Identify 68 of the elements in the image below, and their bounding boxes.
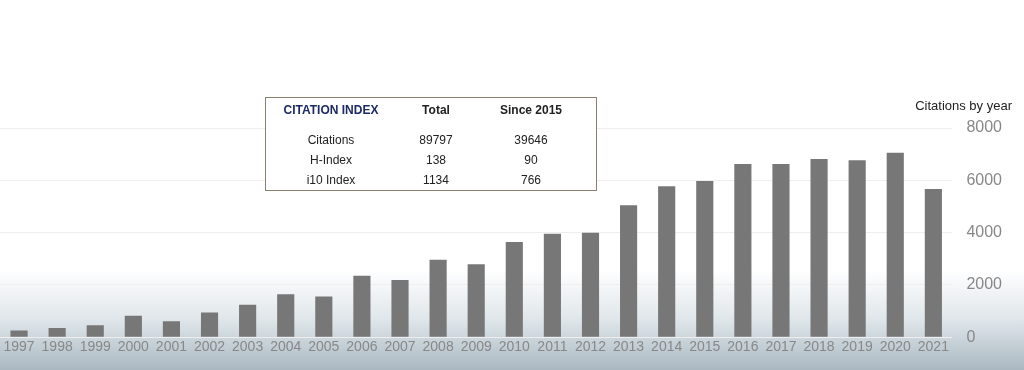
x-tick-label: 2014	[651, 338, 683, 355]
x-tick-label: 2001	[155, 338, 188, 355]
bar	[658, 186, 676, 337]
text: CITATION INDEX	[283, 103, 379, 117]
bar	[696, 181, 714, 337]
annotation: 766	[520, 172, 542, 189]
bar	[810, 159, 828, 337]
bar	[124, 315, 142, 337]
bar	[620, 205, 638, 337]
x-tick-label: 2002	[193, 338, 226, 355]
bar	[239, 304, 257, 337]
annotation: 39646	[513, 132, 549, 149]
text: Total	[422, 103, 450, 117]
annotation: H-Index	[309, 152, 353, 169]
x-tick-label: 2011	[537, 338, 568, 355]
bar	[886, 152, 904, 337]
x-tick-label: 2016	[727, 338, 759, 355]
x-tick-label: 2000	[117, 338, 150, 355]
bar	[581, 232, 600, 337]
bar	[86, 325, 104, 337]
x-tick-label: 2012	[574, 338, 607, 355]
text: Since 2015	[499, 103, 563, 117]
x-tick-label: 2007	[384, 338, 416, 355]
y-tick-label: 2000	[966, 275, 1003, 293]
x-tick-label: 2005	[308, 338, 340, 355]
bar	[48, 328, 66, 337]
x-tick-label: 2017	[765, 338, 797, 355]
bar	[162, 321, 181, 337]
x-tick-label: 2008	[422, 338, 454, 355]
bar	[505, 242, 523, 337]
bar	[277, 294, 295, 337]
x-tick-label: 2006	[346, 338, 378, 355]
x-tick-label: 2013	[613, 338, 645, 355]
x-tick-label: 2020	[879, 338, 912, 355]
x-tick-label: 2003	[232, 338, 264, 355]
annotation: 90	[523, 152, 539, 169]
bar	[924, 188, 942, 337]
x-tick-label: 2009	[460, 338, 492, 355]
bar	[391, 279, 409, 337]
annotation: Citations	[306, 132, 356, 149]
bar	[315, 296, 333, 337]
x-tick-label: 2010	[498, 338, 531, 355]
annotation: 89797	[418, 132, 454, 149]
y-tick-label: 8000	[966, 118, 1003, 136]
x-tick-label: 2018	[803, 338, 835, 355]
bar	[772, 164, 790, 337]
x-tick-label: 2004	[270, 338, 302, 355]
y-tick-label: 0	[966, 327, 976, 345]
y-tick-label: 4000	[966, 223, 1003, 241]
x-tick-label: 2019	[841, 338, 873, 355]
annotation: i10 Index	[305, 172, 357, 189]
x-tick-label: 2021	[917, 338, 950, 355]
bar	[734, 164, 752, 337]
bar	[543, 233, 561, 337]
y-tick-label: 6000	[966, 170, 1003, 188]
annotation: 1134	[422, 172, 450, 189]
bar	[429, 259, 447, 337]
x-tick-label: 2015	[689, 338, 721, 355]
bar	[353, 275, 371, 337]
bar	[10, 330, 28, 337]
bar	[467, 264, 485, 337]
x-tick-label: 1999	[79, 338, 112, 355]
bar	[848, 160, 866, 337]
annotation: 138	[425, 152, 447, 169]
x-tick-label: 1998	[41, 338, 73, 355]
bar	[200, 312, 219, 337]
x-tick-label: 1997	[3, 338, 35, 355]
chart-title: Citations by year	[915, 98, 1012, 113]
